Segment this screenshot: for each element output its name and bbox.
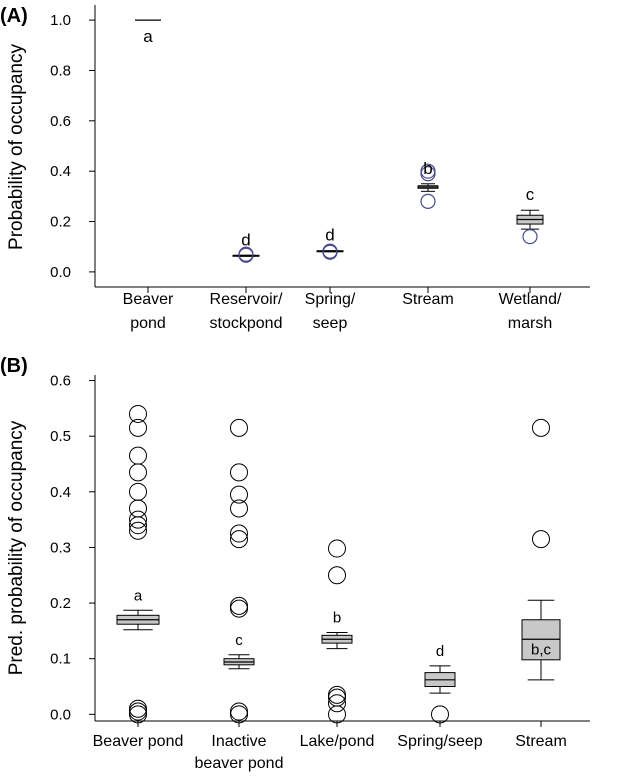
y-tick-label: 0.2 [50,214,71,231]
outlier-point [129,404,147,423]
significance-letter: a [134,587,143,604]
significance-letter: b [423,159,432,178]
x-tick-label: Wetland/ [499,291,562,308]
outlier-point [129,699,147,718]
y-tick-label: 0.8 [50,62,71,79]
outlier-point [322,244,338,260]
outlier-point [129,446,147,465]
x-tick-label: Stream [402,291,454,308]
x-tick-label: beaver pond [195,755,284,772]
outlier-point [532,418,550,437]
outlier-point [431,705,449,724]
outlier-point [230,524,248,543]
x-tick-label: pond [130,315,166,332]
panel-a: (A) Probability of occupancy 0.0 0.2 0.4 0.6 0… [0,5,590,332]
x-tick-label: marsh [508,315,552,332]
y-tick-label: 0.6 [50,373,71,390]
y-tick-label: 0.0 [50,264,71,281]
y-axis-label: Probability of occupancy [6,44,27,250]
outlier-point [420,163,436,179]
significance-letter: c [235,632,243,649]
y-tick-label: 0.4 [50,484,71,501]
significance-letter: b,c [531,642,552,659]
panel-label: (B) [0,355,28,377]
x-tick-label: seep [313,315,348,332]
x-tick-label: Reservoir/ [210,291,283,308]
significance-letter: d [241,230,250,249]
x-tick-label: Inactive [211,733,266,750]
outlier-point [129,499,147,518]
significance-letter: c [526,185,535,204]
outlier-point [230,702,248,721]
outlier-point [522,229,538,245]
y-tick-label: 1.0 [50,12,71,29]
outlier-point [328,566,346,585]
outlier-point [129,510,147,529]
significance-letter: b [333,610,341,627]
significance-letter: a [143,27,153,46]
outlier-point [238,246,254,262]
y-axis-label: Pred. probability of occupancy [6,420,27,675]
y-tick-label: 0.5 [50,428,71,445]
outlier-point [328,705,346,724]
outlier-point [230,463,248,482]
y-tick-label: 0.0 [50,706,71,723]
outlier-point [129,418,147,437]
x-tick-label: Lake/pond [300,733,375,750]
y-tick-label: 0.3 [50,539,71,556]
panel-b: (B) Pred. probability of occupancy 0.0 0.1 0… [0,355,590,772]
outlier-point [230,499,248,518]
outlier-point [129,482,147,501]
outlier-point [322,243,338,259]
outlier-point [129,521,147,540]
x-tick-label: Beaver pond [93,733,184,750]
outlier-point [230,485,248,504]
significance-letter: d [436,643,444,660]
outlier-point [420,193,436,209]
y-tick-label: 0.4 [50,163,71,180]
x-tick-label: stockpond [210,315,283,332]
outlier-point [230,596,248,615]
y-tick-label: 0.6 [50,113,71,130]
outlier-point [328,539,346,558]
outlier-point [230,418,248,437]
x-tick-label: Stream [515,733,567,750]
outlier-point [230,530,248,549]
outlier-point [328,694,346,713]
outlier-point [129,463,147,482]
y-tick-label: 0.2 [50,595,71,612]
significance-letter: d [325,226,334,245]
y-tick-label: 0.1 [50,651,71,668]
panel-label: (A) [0,5,28,27]
outlier-point [328,685,346,704]
outlier-point [532,530,550,549]
x-tick-label: Beaver [123,291,174,308]
x-tick-label: Spring/seep [397,733,482,750]
x-tick-label: Spring/ [305,291,356,308]
